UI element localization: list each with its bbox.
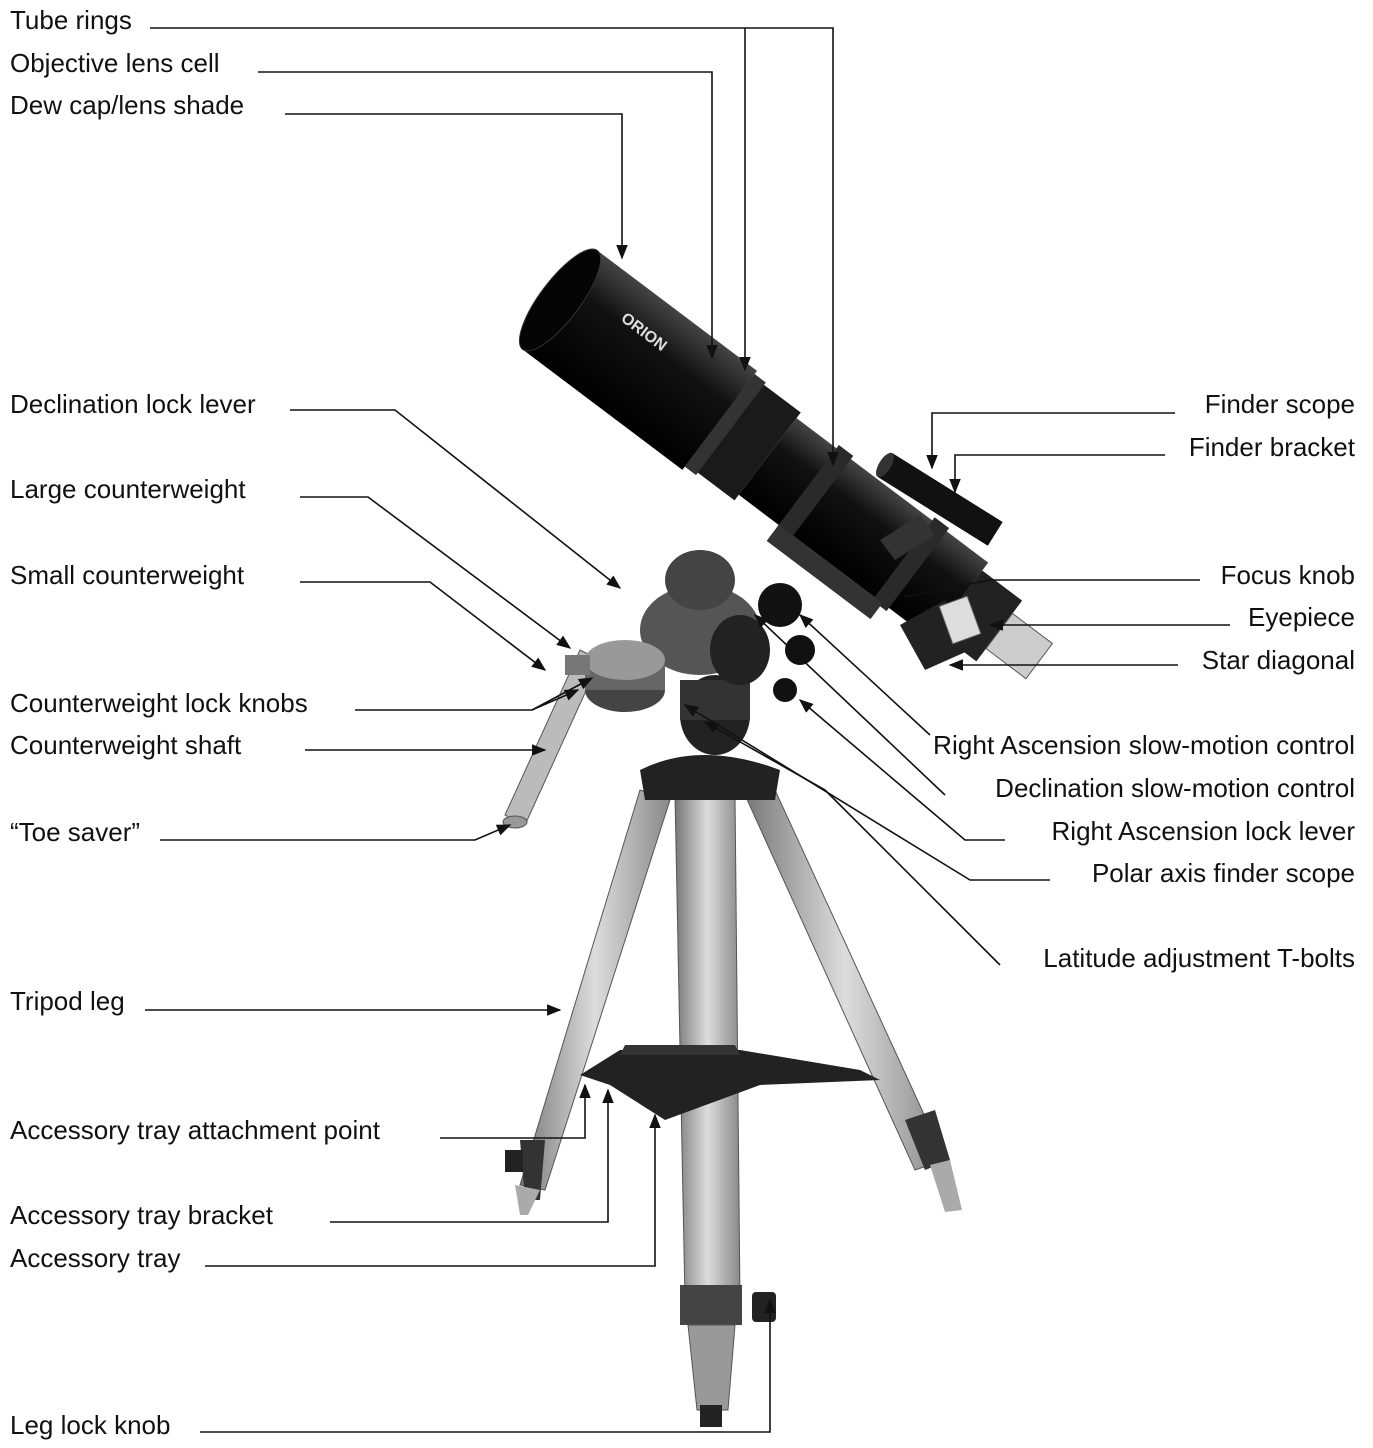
- leader-line: [285, 114, 622, 258]
- label: Right Ascension slow-motion control: [933, 730, 1355, 760]
- leader-line: [932, 413, 1175, 468]
- label: Declination lock lever: [10, 389, 256, 419]
- label: Accessory tray bracket: [10, 1200, 274, 1230]
- label: Accessory tray: [10, 1243, 181, 1273]
- label: Accessory tray attachment point: [10, 1115, 381, 1145]
- label: Polar axis finder scope: [1092, 858, 1355, 888]
- label: Counterweight shaft: [10, 730, 242, 760]
- leader-line: [800, 700, 1005, 840]
- label: Tube rings: [10, 5, 132, 35]
- leader-line: [825, 790, 1000, 965]
- page: {"labels": { "left": ["Tube rings", "Obj…: [0, 0, 1373, 1443]
- label: Tripod leg: [10, 986, 125, 1016]
- label: Right Ascension lock lever: [1052, 816, 1356, 846]
- label: Eyepiece: [1248, 602, 1355, 632]
- leader-line: [955, 455, 1165, 492]
- leader-line: [355, 690, 578, 710]
- label: Declination slow-motion control: [995, 773, 1355, 803]
- diagram: ORION: [0, 0, 1373, 1443]
- label: Finder scope: [1205, 389, 1355, 419]
- label: Small counterweight: [10, 560, 245, 590]
- label: Finder bracket: [1189, 432, 1356, 462]
- label: “Toe saver”: [10, 817, 140, 847]
- label: Latitude adjustment T-bolts: [1043, 943, 1355, 973]
- label: Leg lock knob: [10, 1410, 170, 1440]
- label: Objective lens cell: [10, 48, 220, 78]
- label: Focus knob: [1221, 560, 1355, 590]
- telescope-illustration: ORION: [503, 238, 1076, 1427]
- leader-line: [160, 825, 510, 840]
- label: Dew cap/lens shade: [10, 90, 244, 120]
- label: Star diagonal: [1202, 645, 1355, 675]
- label: Counterweight lock knobs: [10, 688, 308, 718]
- leader-line: [300, 582, 545, 670]
- label: Large counterweight: [10, 474, 246, 504]
- leader-line: [300, 497, 570, 648]
